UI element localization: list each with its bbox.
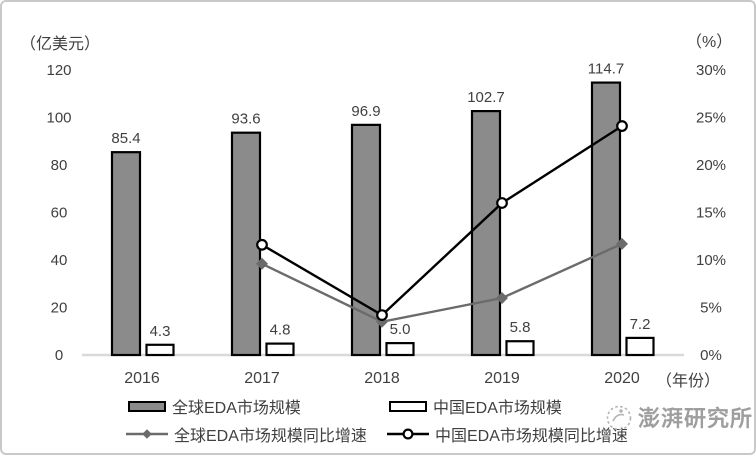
left-tick-40: 40 xyxy=(51,252,68,269)
bar-label-2018: 5.0 xyxy=(390,321,411,338)
bar-label-2019: 102.7 xyxy=(467,89,505,106)
bar-china-2017 xyxy=(265,342,295,357)
right-axis-unit: （%） xyxy=(686,34,733,51)
bar-global-2016 xyxy=(110,151,142,357)
circle-marker xyxy=(616,120,628,132)
global-bar-swatch xyxy=(128,400,166,412)
circle-marker xyxy=(256,238,268,251)
bar-label-2019: 5.8 xyxy=(510,319,531,336)
line-china-growth xyxy=(256,120,628,322)
bar-label-2018: 96.9 xyxy=(351,103,380,120)
combo-chart: 85.4 93.6 96.9 102.7 114.7 4.3 4.8 5.0 5.8 7.2 0 20… xyxy=(46,61,726,387)
left-tick-80: 80 xyxy=(51,157,68,174)
diamond-marker xyxy=(615,237,629,250)
thepaper-watermark: 澎湃研究所 xyxy=(603,401,753,433)
right-tick-5%: 5% xyxy=(700,300,722,317)
year-label-2020: 2020 xyxy=(604,370,640,387)
legend-item-china-growth: 中国EDA市场规模同比增速 xyxy=(387,424,628,445)
bar-label-2016: 4.3 xyxy=(150,323,171,340)
line-china-growth-path xyxy=(261,125,623,317)
bar-global-2019 xyxy=(470,109,502,357)
legend-circle-marker xyxy=(402,428,414,440)
x-axis-labels: 2016 2017 2018 2019 2020 xyxy=(124,370,640,387)
year-label-2018: 2018 xyxy=(364,370,400,387)
legend-label: 中国EDA市场规模同比增速 xyxy=(435,428,628,445)
china-bar-swatch xyxy=(389,400,427,412)
left-axis-unit: （亿美元） xyxy=(20,36,101,53)
left-tick-60: 60 xyxy=(51,205,68,222)
circle-marker xyxy=(376,309,388,322)
bar-china-2016 xyxy=(145,343,175,357)
bar-label-2020: 7.2 xyxy=(630,316,651,333)
right-tick-25%: 25% xyxy=(696,110,726,127)
legend-item-global-growth: 全球EDA市场规模同比增速 xyxy=(126,424,367,445)
line-global-growth xyxy=(255,237,629,328)
bar-china-2020 xyxy=(625,336,655,357)
bar-global-2020 xyxy=(590,81,622,357)
china-growth-line-swatch xyxy=(387,428,429,440)
right-tick-0%: 0% xyxy=(700,347,722,364)
year-label-2017: 2017 xyxy=(244,370,280,387)
bar-china-2019 xyxy=(505,340,535,357)
left-axis-ticks: 0 20 40 60 80 100 120 xyxy=(46,62,71,364)
right-tick-10%: 10% xyxy=(696,252,726,269)
circle-marker xyxy=(496,197,508,209)
bar-global-2017 xyxy=(230,131,262,357)
right-tick-15%: 15% xyxy=(696,205,726,222)
legend-label: 中国EDA市场规模 xyxy=(433,400,562,417)
thepaper-logo-icon xyxy=(606,405,632,431)
right-axis-ticks: 0% 5% 10% 15% 20% 25% 30% xyxy=(696,62,726,364)
bars-global: 85.4 93.6 96.9 102.7 114.7 xyxy=(110,61,624,357)
bar-label-2020: 114.7 xyxy=(588,61,624,78)
bar-global-2018 xyxy=(350,123,382,357)
watermark-text: 澎湃研究所 xyxy=(638,406,754,431)
year-label-2019: 2019 xyxy=(484,370,520,387)
diamond-marker xyxy=(255,257,269,270)
legend-diamond-marker xyxy=(142,429,152,439)
bar-label-2017: 93.6 xyxy=(231,111,260,128)
right-tick-20%: 20% xyxy=(696,157,726,174)
left-tick-100: 100 xyxy=(46,110,71,127)
legend-label: 全球EDA市场规模 xyxy=(172,400,301,417)
bar-label-2016: 85.4 xyxy=(111,130,140,147)
left-tick-20: 20 xyxy=(51,300,68,317)
legend-item-global-market: 全球EDA市场规模 xyxy=(128,396,301,417)
bars-china: 4.3 4.8 5.0 5.8 7.2 xyxy=(145,316,655,357)
x-axis-unit: （年份） xyxy=(656,373,721,390)
bar-china-2018 xyxy=(385,342,415,357)
line-global-growth-path xyxy=(261,242,623,324)
legend-label: 全球EDA市场规模同比增速 xyxy=(174,428,367,445)
year-label-2016: 2016 xyxy=(124,370,160,387)
left-tick-120: 120 xyxy=(46,62,71,79)
global-growth-line-swatch xyxy=(126,429,168,439)
left-tick-0: 0 xyxy=(55,347,63,364)
diamond-marker xyxy=(495,291,509,305)
legend-item-china-market: 中国EDA市场规模 xyxy=(389,396,562,417)
bar-label-2017: 4.8 xyxy=(270,322,291,339)
right-tick-30%: 30% xyxy=(696,62,726,79)
